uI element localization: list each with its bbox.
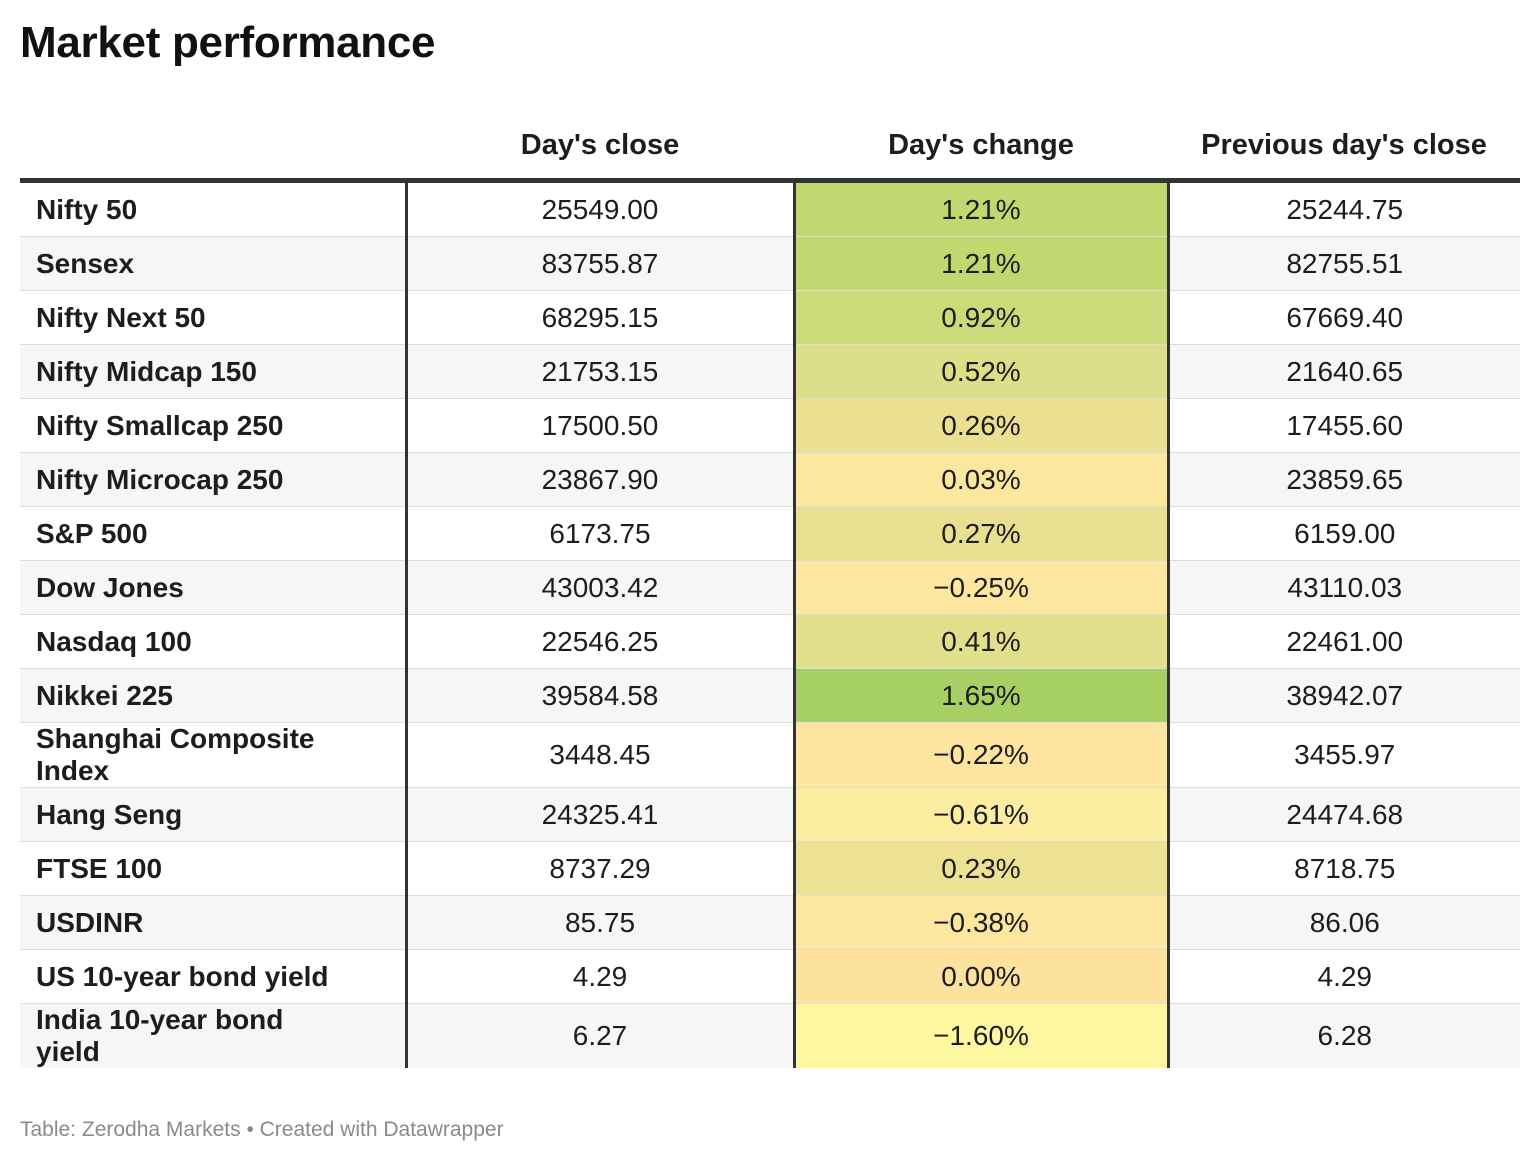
- row-name-cell: Shanghai Composite Index: [20, 722, 408, 788]
- row-name-cell: S&P 500: [20, 506, 408, 561]
- row-change-cell: 0.52%: [794, 344, 1170, 399]
- row-close-cell: 43003.42: [406, 560, 796, 615]
- row-close-cell: 25549.00: [406, 180, 796, 237]
- table-row: Nifty Next 50 68295.15 0.92% 67669.40: [20, 290, 1520, 345]
- market-table: Day's close Day's change Previous day's …: [20, 112, 1520, 1068]
- table-row: Hang Seng 24325.41 −0.61% 24474.68: [20, 787, 1520, 842]
- row-close-cell: 39584.58: [406, 668, 796, 723]
- row-prev-cell: 24474.68: [1168, 787, 1520, 842]
- row-prev-cell: 6.28: [1168, 1003, 1520, 1068]
- footer-separator: •: [240, 1118, 260, 1141]
- row-name-cell: Dow Jones: [20, 560, 408, 615]
- table-row: Dow Jones 43003.42 −0.25% 43110.03: [20, 560, 1520, 615]
- row-close-cell: 85.75: [406, 895, 796, 950]
- page-title: Market performance: [20, 18, 436, 67]
- table-row: S&P 500 6173.75 0.27% 6159.00: [20, 506, 1520, 561]
- row-prev-cell: 38942.07: [1168, 668, 1520, 723]
- row-name-cell: Nifty Microcap 250: [20, 452, 408, 507]
- row-close-cell: 3448.45: [406, 722, 796, 788]
- row-name-cell: Nikkei 225: [20, 668, 408, 723]
- table-row: Nifty Microcap 250 23867.90 0.03% 23859.65: [20, 452, 1520, 507]
- row-prev-cell: 3455.97: [1168, 722, 1520, 788]
- row-prev-cell: 8718.75: [1168, 841, 1520, 896]
- market-table-container: Day's close Day's change Previous day's …: [20, 112, 1520, 1068]
- row-prev-cell: 21640.65: [1168, 344, 1520, 399]
- row-name-cell: Sensex: [20, 236, 408, 291]
- row-prev-cell: 86.06: [1168, 895, 1520, 950]
- row-prev-cell: 22461.00: [1168, 614, 1520, 669]
- row-change-cell: −1.60%: [794, 1003, 1170, 1068]
- header-days-close[interactable]: Day's close: [406, 112, 794, 183]
- table-row: USDINR 85.75 −0.38% 86.06: [20, 895, 1520, 950]
- row-prev-cell: 17455.60: [1168, 398, 1520, 453]
- row-close-cell: 23867.90: [406, 452, 796, 507]
- row-change-cell: 0.27%: [794, 506, 1170, 561]
- row-prev-cell: 25244.75: [1168, 180, 1520, 237]
- footer-credit: Created with Datawrapper: [259, 1118, 504, 1141]
- row-name-cell: Hang Seng: [20, 787, 408, 842]
- footer: Table: Zerodha Markets • Created with Da…: [20, 1118, 504, 1142]
- row-change-cell: −0.25%: [794, 560, 1170, 615]
- row-name-cell: FTSE 100: [20, 841, 408, 896]
- table-row: Shanghai Composite Index 3448.45 −0.22% 345…: [20, 722, 1520, 788]
- table-row: Nikkei 225 39584.58 1.65% 38942.07: [20, 668, 1520, 723]
- row-close-cell: 6.27: [406, 1003, 796, 1068]
- row-name-cell: US 10-year bond yield: [20, 949, 408, 1004]
- row-change-cell: 1.65%: [794, 668, 1170, 723]
- row-change-cell: 0.26%: [794, 398, 1170, 453]
- row-close-cell: 4.29: [406, 949, 796, 1004]
- row-prev-cell: 23859.65: [1168, 452, 1520, 507]
- row-change-cell: 0.03%: [794, 452, 1170, 507]
- row-name-cell: Nifty Midcap 150: [20, 344, 408, 399]
- row-change-cell: 1.21%: [794, 236, 1170, 291]
- row-change-cell: 0.92%: [794, 290, 1170, 345]
- row-name-cell: Nifty Next 50: [20, 290, 408, 345]
- row-change-cell: −0.61%: [794, 787, 1170, 842]
- row-prev-cell: 82755.51: [1168, 236, 1520, 291]
- row-close-cell: 24325.41: [406, 787, 796, 842]
- table-row: Nifty Midcap 150 21753.15 0.52% 21640.65: [20, 344, 1520, 399]
- row-close-cell: 22546.25: [406, 614, 796, 669]
- row-change-cell: −0.38%: [794, 895, 1170, 950]
- row-prev-cell: 6159.00: [1168, 506, 1520, 561]
- table-row: Nasdaq 100 22546.25 0.41% 22461.00: [20, 614, 1520, 669]
- header-previous-close[interactable]: Previous day's close: [1168, 112, 1520, 183]
- row-name-cell: USDINR: [20, 895, 408, 950]
- table-row: US 10-year bond yield 4.29 0.00% 4.29: [20, 949, 1520, 1004]
- table-row: Nifty Smallcap 250 17500.50 0.26% 17455.60: [20, 398, 1520, 453]
- row-close-cell: 83755.87: [406, 236, 796, 291]
- row-close-cell: 17500.50: [406, 398, 796, 453]
- row-close-cell: 8737.29: [406, 841, 796, 896]
- row-name-cell: India 10-year bond yield: [20, 1003, 408, 1068]
- row-prev-cell: 67669.40: [1168, 290, 1520, 345]
- row-name-cell: Nifty Smallcap 250: [20, 398, 408, 453]
- table-row: FTSE 100 8737.29 0.23% 8718.75: [20, 841, 1520, 896]
- table-row: Sensex 83755.87 1.21% 82755.51: [20, 236, 1520, 291]
- row-change-cell: 0.41%: [794, 614, 1170, 669]
- row-close-cell: 6173.75: [406, 506, 796, 561]
- row-close-cell: 68295.15: [406, 290, 796, 345]
- table-body: Nifty 50 25549.00 1.21% 25244.75 Sensex 83755…: [20, 180, 1520, 1068]
- table-row: India 10-year bond yield 6.27 −1.60% 6.28: [20, 1003, 1520, 1068]
- row-prev-cell: 4.29: [1168, 949, 1520, 1004]
- row-name-cell: Nifty 50: [20, 180, 408, 237]
- row-change-cell: 1.21%: [794, 180, 1170, 237]
- row-change-cell: 0.23%: [794, 841, 1170, 896]
- header-name[interactable]: [20, 112, 406, 183]
- footer-source: Table: Zerodha Markets: [20, 1118, 241, 1141]
- row-change-cell: −0.22%: [794, 722, 1170, 788]
- table-header-row: Day's close Day's change Previous day's …: [20, 112, 1520, 183]
- row-change-cell: 0.00%: [794, 949, 1170, 1004]
- row-name-cell: Nasdaq 100: [20, 614, 408, 669]
- row-close-cell: 21753.15: [406, 344, 796, 399]
- row-prev-cell: 43110.03: [1168, 560, 1520, 615]
- header-days-change[interactable]: Day's change: [794, 112, 1168, 183]
- table-row: Nifty 50 25549.00 1.21% 25244.75: [20, 180, 1520, 237]
